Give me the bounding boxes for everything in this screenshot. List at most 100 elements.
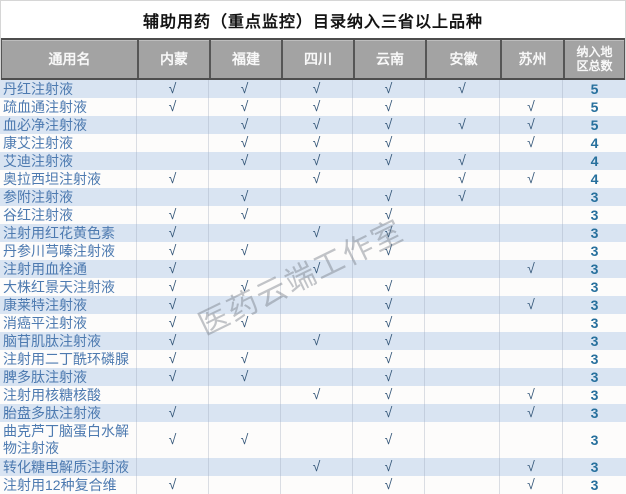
province-check-cell: √: [425, 80, 500, 98]
checkmark: √: [312, 170, 321, 186]
checkmark: √: [384, 368, 393, 384]
province-check-cell: √: [209, 206, 281, 224]
checkmark: √: [384, 296, 393, 312]
province-empty-cell: [425, 422, 500, 458]
province-check-cell: √: [353, 224, 425, 242]
province-check-cell: √: [281, 386, 353, 404]
region-total-cell: 3: [590, 432, 599, 448]
province-check-cell: √: [281, 458, 353, 476]
province-check-cell: √: [353, 386, 425, 404]
province-check-cell: √: [137, 224, 209, 242]
province-empty-cell: [425, 224, 500, 242]
province-empty-cell: [281, 242, 353, 260]
checkmark: √: [240, 278, 249, 294]
province-check-cell: √: [500, 296, 563, 314]
checkmark: √: [168, 98, 177, 114]
province-check-cell: √: [500, 386, 563, 404]
checkmark: √: [168, 260, 177, 276]
region-total-cell: 3: [590, 459, 599, 475]
province-check-cell: √: [209, 188, 281, 206]
province-check-cell: √: [500, 98, 563, 116]
checkmark: √: [168, 224, 177, 240]
drug-name-cell: 胎盘多肽注射液: [0, 404, 137, 422]
column-header-5: 安徽: [425, 40, 500, 78]
province-empty-cell: [353, 260, 425, 278]
checkmark: √: [384, 206, 393, 222]
checkmark: √: [458, 152, 466, 168]
province-check-cell: √: [137, 332, 209, 350]
province-empty-cell: [281, 404, 353, 422]
province-check-cell: √: [425, 170, 500, 188]
table-row: 曲克芦丁脑蛋白水解物注射液 √ √ √ 3: [0, 422, 626, 458]
region-total-cell: 5: [590, 117, 599, 133]
province-check-cell: √: [425, 152, 500, 170]
province-empty-cell: [209, 224, 281, 242]
drug-name-cell: 康莱特注射液: [0, 296, 137, 314]
province-empty-cell: [425, 278, 500, 296]
province-check-cell: √: [281, 116, 353, 134]
drug-name-cell: 疏血通注射液: [0, 98, 137, 116]
province-check-cell: √: [281, 224, 353, 242]
province-empty-cell: [281, 296, 353, 314]
table-row: 康莱特注射液 √ √ √ 3: [0, 296, 626, 314]
checkmark: √: [240, 206, 249, 222]
province-empty-cell: [425, 404, 500, 422]
region-total-cell: 3: [590, 333, 599, 349]
province-check-cell: √: [209, 80, 281, 98]
checkmark: √: [384, 332, 393, 348]
province-empty-cell: [500, 332, 563, 350]
checkmark: √: [312, 116, 321, 132]
drug-name-cell: 参附注射液: [0, 188, 137, 206]
province-empty-cell: [500, 314, 563, 332]
province-check-cell: √: [500, 170, 563, 188]
region-total-cell: 3: [590, 315, 599, 331]
checkmark: √: [527, 260, 535, 276]
table-header-row: 通用名 内蒙 福建 四川 云南 安徽 苏州 纳入地区总数: [0, 38, 626, 80]
checkmark: √: [312, 224, 321, 240]
column-header-6: 苏州: [500, 40, 563, 78]
province-empty-cell: [500, 242, 563, 260]
checkmark: √: [384, 278, 393, 294]
province-check-cell: √: [353, 476, 425, 494]
checkmark: √: [527, 98, 535, 114]
province-check-cell: √: [209, 368, 281, 386]
table-row: 康艾注射液 √ √ √ √ 4: [0, 134, 626, 152]
drug-name-cell: 脾多肽注射液: [0, 368, 137, 386]
checkmark: √: [168, 476, 177, 492]
province-empty-cell: [500, 188, 563, 206]
province-check-cell: √: [137, 368, 209, 386]
column-header-7: 纳入地区总数: [563, 40, 626, 78]
checkmark: √: [384, 476, 393, 492]
drug-name-cell: 康艾注射液: [0, 134, 137, 152]
province-empty-cell: [137, 152, 209, 170]
province-check-cell: √: [500, 476, 563, 494]
province-check-cell: √: [500, 404, 563, 422]
province-check-cell: √: [281, 80, 353, 98]
checkmark: √: [458, 188, 466, 204]
province-empty-cell: [425, 332, 500, 350]
checkmark: √: [527, 296, 535, 312]
checkmark: √: [384, 404, 393, 420]
province-check-cell: √: [209, 314, 281, 332]
checkmark: √: [527, 116, 535, 132]
region-total-cell: 5: [590, 99, 599, 115]
drug-name-cell: 谷红注射液: [0, 206, 137, 224]
province-check-cell: √: [137, 350, 209, 368]
province-check-cell: √: [353, 278, 425, 296]
province-check-cell: √: [353, 152, 425, 170]
province-check-cell: √: [353, 350, 425, 368]
table-row: 丹参川芎嗪注射液 √ √ √ 3: [0, 242, 626, 260]
province-check-cell: √: [137, 260, 209, 278]
province-empty-cell: [425, 350, 500, 368]
drug-name-cell: 奥拉西坦注射液: [0, 170, 137, 188]
province-empty-cell: [137, 458, 209, 476]
region-total-cell: 3: [590, 477, 599, 493]
province-empty-cell: [281, 476, 353, 494]
region-total-cell: 4: [590, 135, 599, 151]
checkmark: √: [312, 134, 321, 150]
province-empty-cell: [281, 422, 353, 458]
region-total-cell: 3: [590, 279, 599, 295]
province-empty-cell: [500, 422, 563, 458]
province-empty-cell: [425, 206, 500, 224]
checkmark: √: [312, 152, 321, 168]
